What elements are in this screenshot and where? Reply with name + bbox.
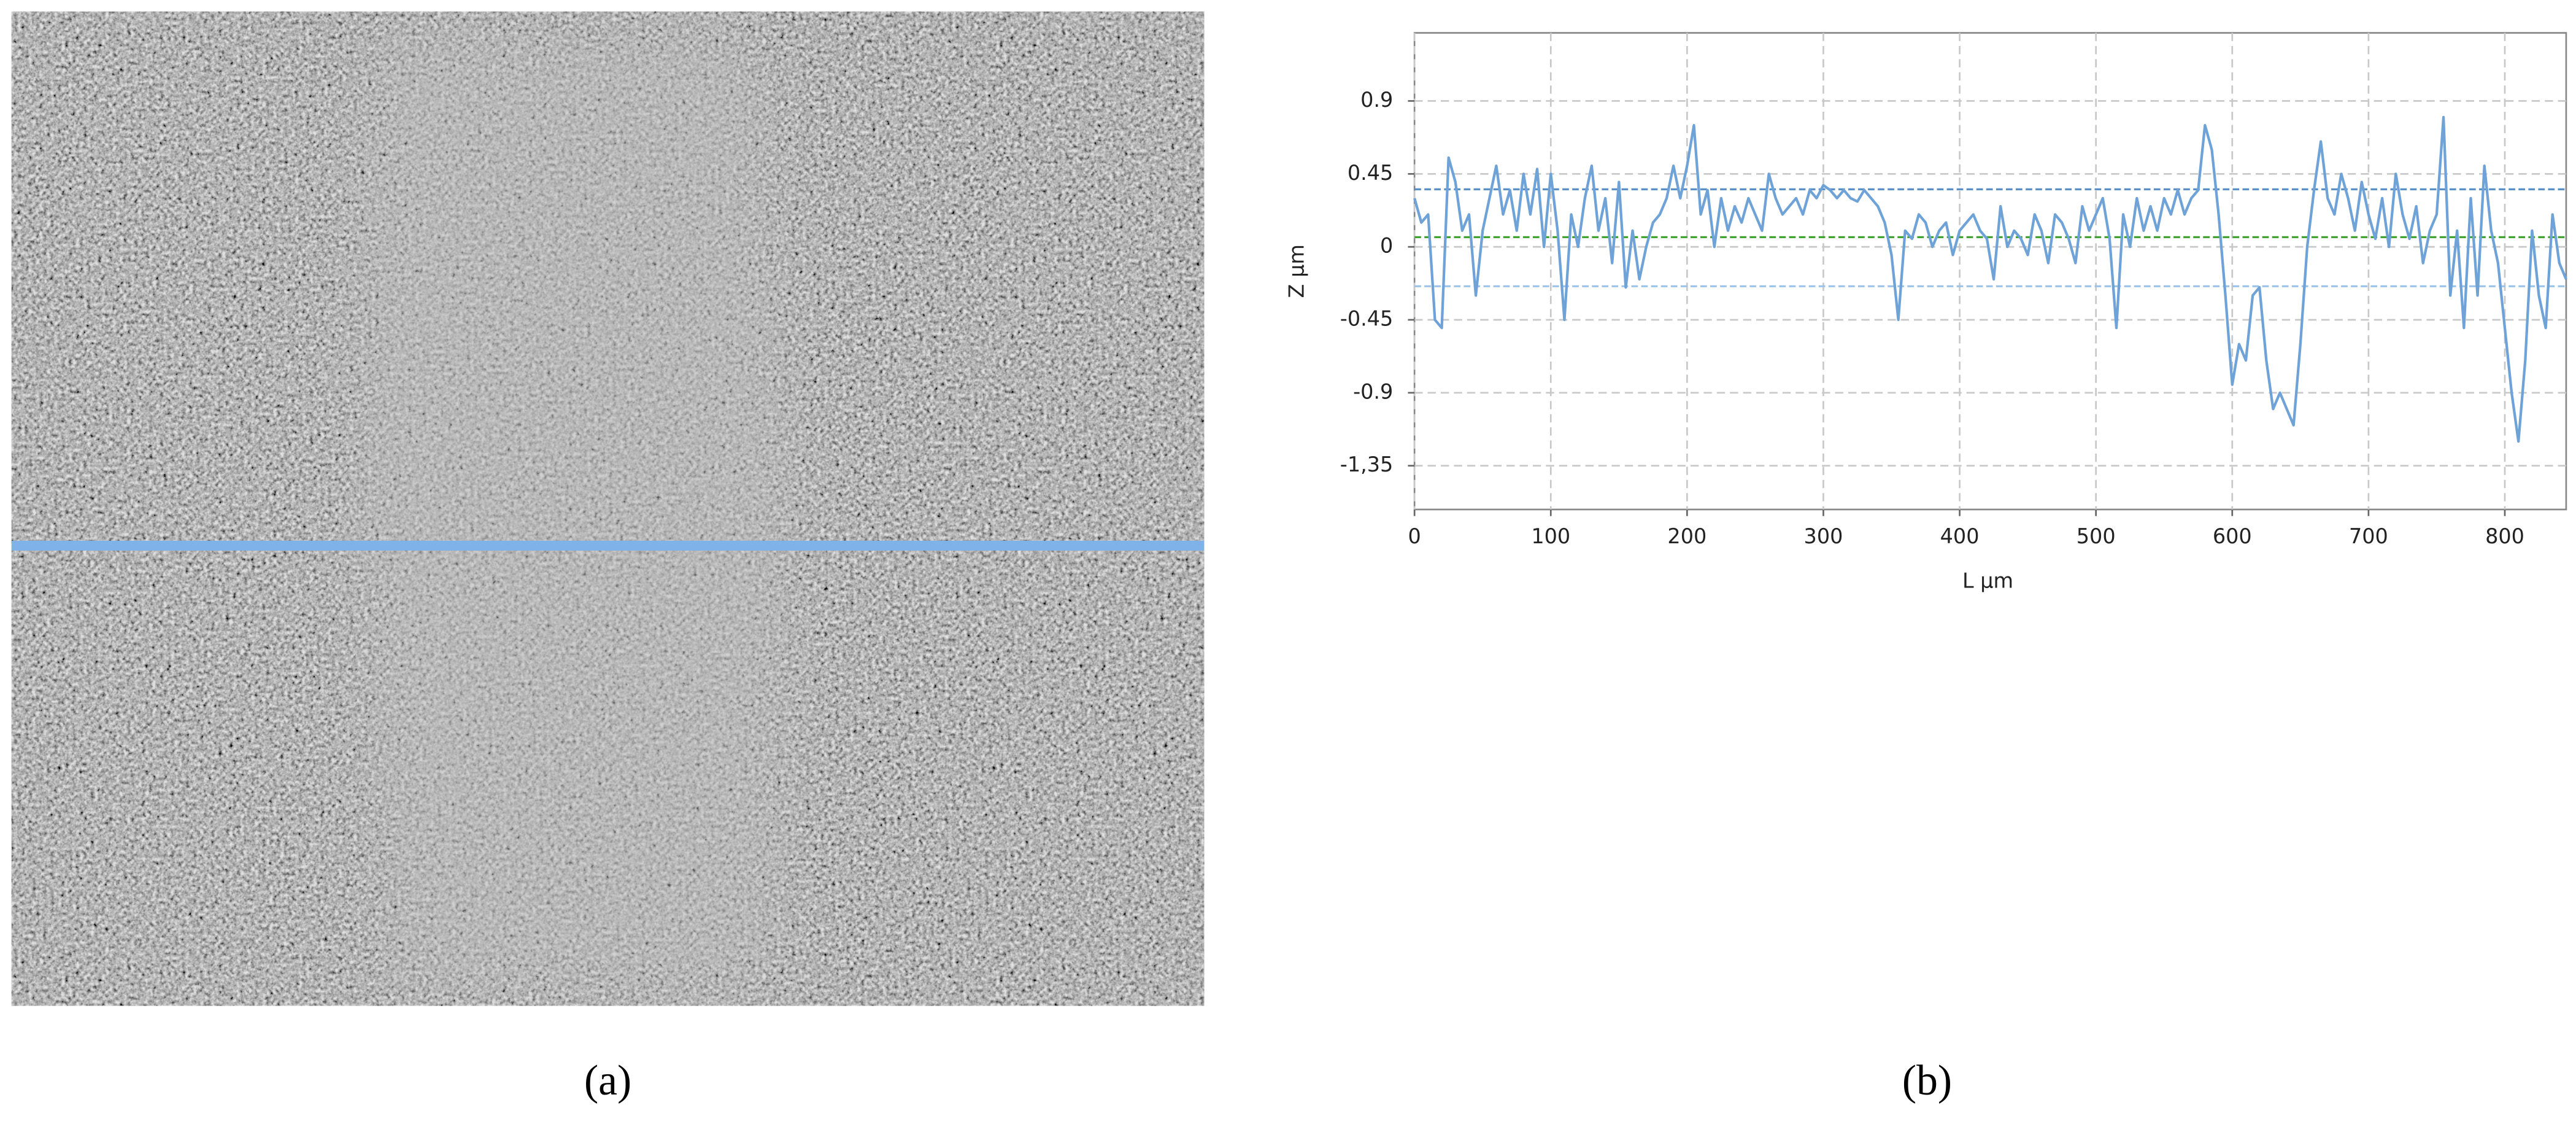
profile-line bbox=[1413, 115, 2567, 443]
light-region bbox=[361, 33, 789, 986]
figure-content: (a) (b) Z µm L µm 0 100 200 300 400 500 600 700… bbox=[11, 11, 2567, 1104]
x-tick-label: 800 bbox=[2485, 524, 2524, 548]
x-axis-label: L µm bbox=[1962, 568, 2013, 592]
profile-chart: Z µm L µm 0 100 200 300 400 500 600 700 800 0.9 0.… bbox=[1285, 32, 2567, 592]
x-tick-label: 700 bbox=[2349, 524, 2388, 548]
y-tick-label: -1,35 bbox=[1340, 452, 1394, 476]
x-tick-label: 0 bbox=[1408, 524, 1421, 548]
y-tick-label: 0.45 bbox=[1348, 161, 1394, 185]
y-tick-label: 0.9 bbox=[1360, 88, 1393, 112]
caption-b: (b) bbox=[1902, 1057, 1952, 1104]
caption-a: (a) bbox=[584, 1057, 631, 1104]
profile-line-marker bbox=[11, 540, 1205, 551]
y-tick-label: -0.45 bbox=[1340, 306, 1394, 330]
x-tick-label: 600 bbox=[2213, 524, 2252, 548]
x-tick-label: 300 bbox=[1804, 524, 1843, 548]
x-tick-label: 400 bbox=[1940, 524, 1980, 548]
y-tick-label: -0.9 bbox=[1353, 379, 1393, 403]
y-axis-label: Z µm bbox=[1285, 244, 1309, 298]
y-tick-label: 0 bbox=[1380, 234, 1393, 258]
micrograph bbox=[11, 11, 1205, 1006]
x-tick-label: 100 bbox=[1531, 524, 1570, 548]
x-tick-label: 200 bbox=[1667, 524, 1706, 548]
plot-frame bbox=[1413, 32, 2567, 511]
x-tick-label: 500 bbox=[2077, 524, 2116, 548]
